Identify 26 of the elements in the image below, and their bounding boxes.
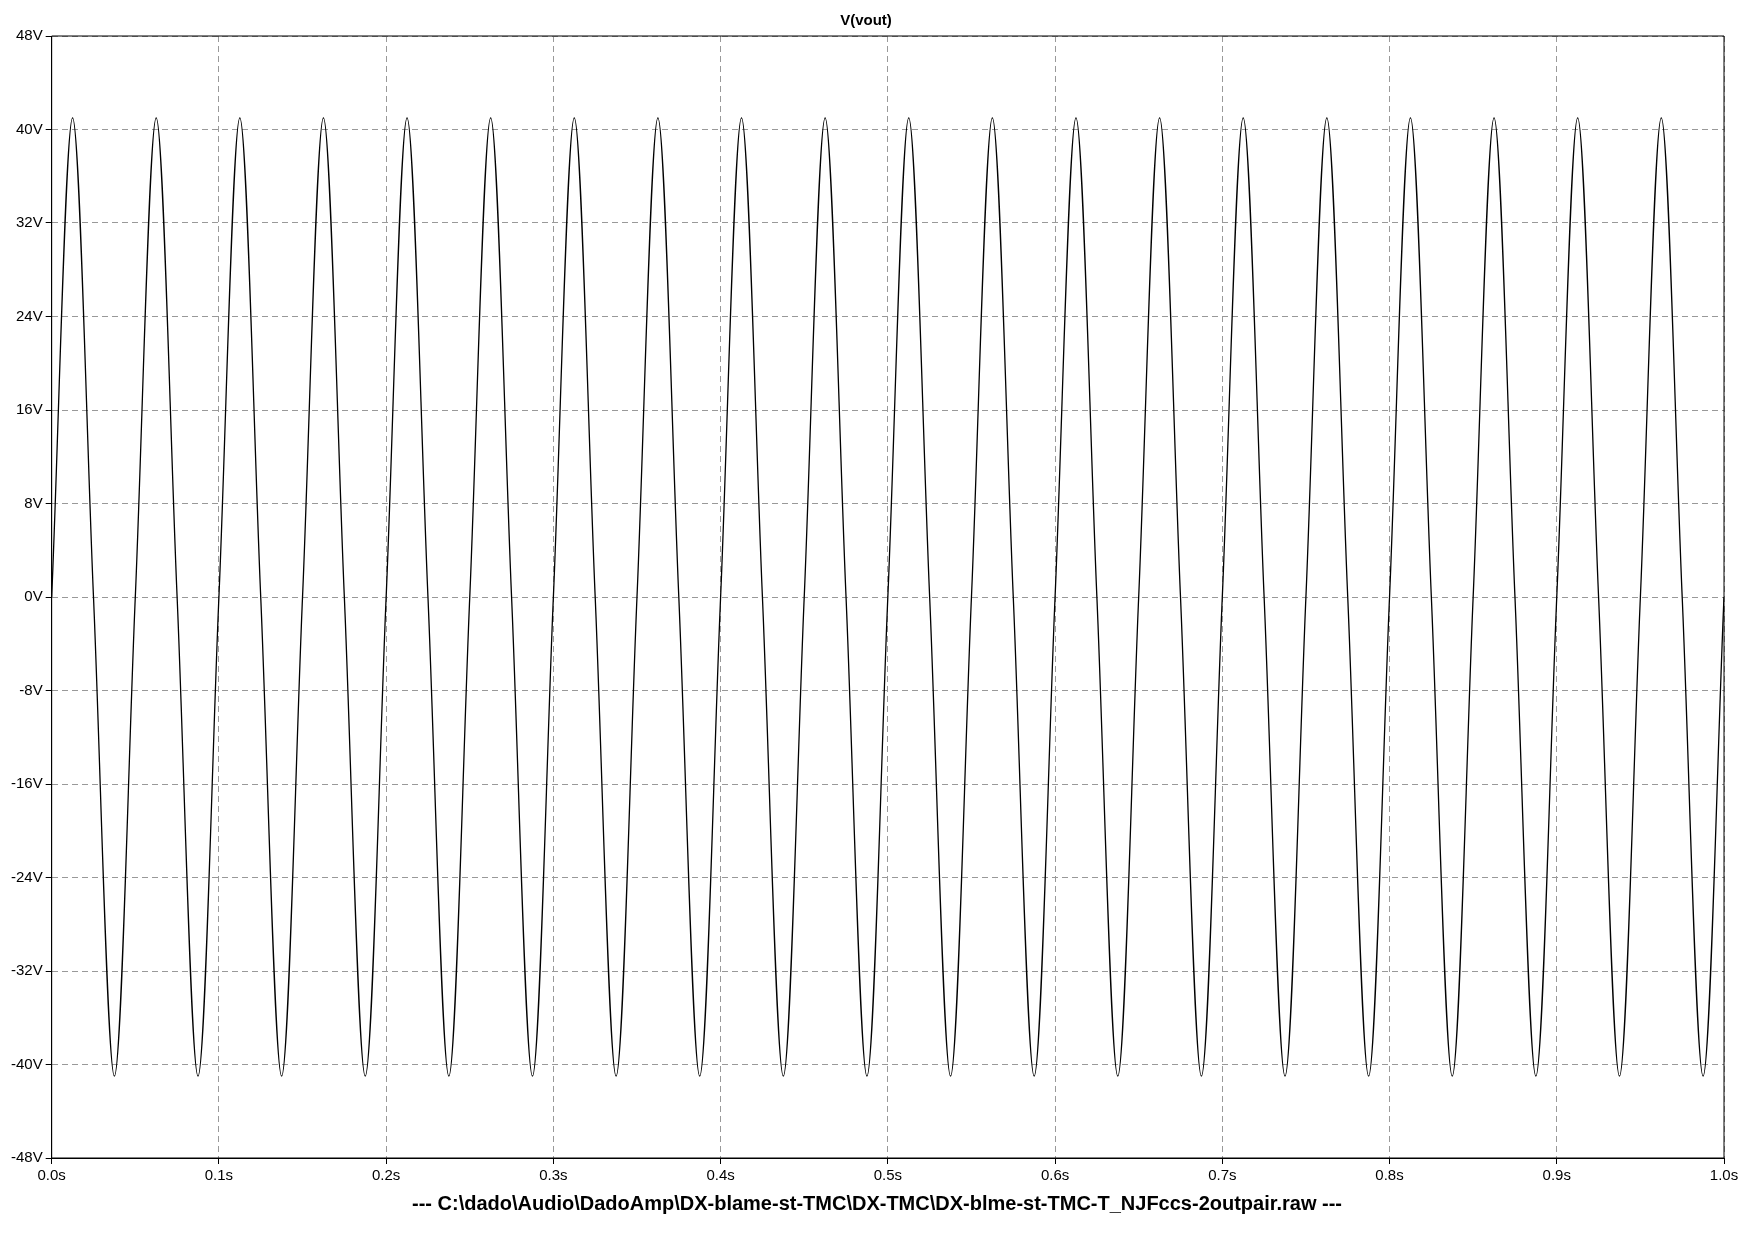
y-tick-label: -8V bbox=[19, 680, 43, 698]
y-tick-label: 48V bbox=[15, 26, 43, 44]
x-tick-label: 0.6s bbox=[1040, 1166, 1070, 1184]
y-tick-label: -32V bbox=[11, 961, 43, 979]
x-tick-label: 0.4s bbox=[706, 1166, 735, 1184]
chart-title: V(vout) bbox=[840, 11, 892, 29]
x-tick-label: 0.9s bbox=[1542, 1166, 1571, 1184]
x-tick-label: 0.7s bbox=[1208, 1166, 1237, 1184]
x-tick-label: 1.0s bbox=[1709, 1166, 1739, 1184]
text: --- C:\dado\Audio\DadoAmp\DX-blame-st-TMC\DX-TMC\DX-blme-st-TMC-T_NJFccs-2outpair.raw --- bbox=[411, 1192, 1343, 1215]
y-tick-label: 0V bbox=[24, 587, 43, 605]
y-tick-label: -40V bbox=[11, 1054, 43, 1072]
x-tick-label: 0.3s bbox=[539, 1166, 568, 1184]
y-tick-label: 16V bbox=[15, 400, 43, 418]
x-tick-label: 0.5s bbox=[873, 1166, 903, 1184]
y-tick-label: 24V bbox=[15, 306, 43, 324]
x-tick-label: 0.0s bbox=[37, 1166, 66, 1184]
y-tick-label: -16V bbox=[11, 774, 43, 792]
y-tick-label: -24V bbox=[11, 867, 43, 885]
x-tick-label: 0.2s bbox=[371, 1166, 401, 1184]
x-tick-label: 0.8s bbox=[1375, 1166, 1404, 1184]
y-tick-label: 8V bbox=[24, 493, 43, 511]
x-tick-label: 0.1s bbox=[204, 1166, 234, 1184]
y-tick-label: 40V bbox=[15, 119, 43, 137]
y-tick-label: 32V bbox=[15, 213, 43, 231]
y-tick-label: -48V bbox=[11, 1148, 43, 1166]
